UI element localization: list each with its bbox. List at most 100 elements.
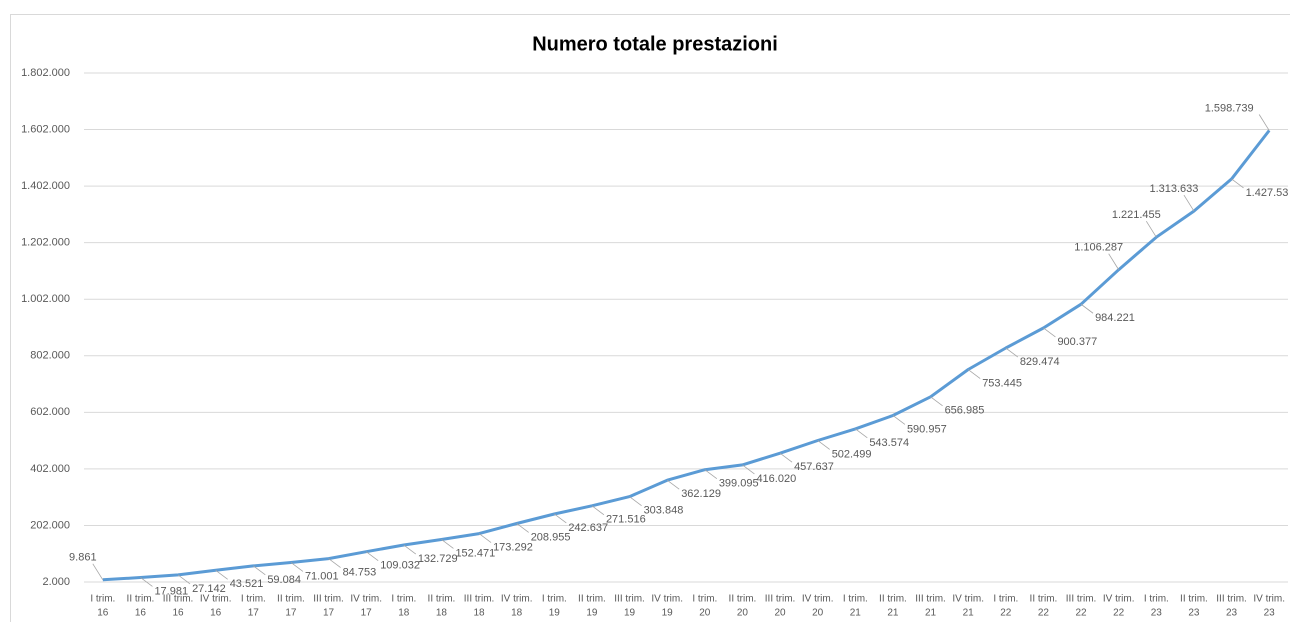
data-label: 457.637 <box>794 461 834 473</box>
leader-line <box>290 562 304 572</box>
x-tick-label: I trim. <box>542 594 567 605</box>
x-tick-label: 17 <box>285 608 297 619</box>
x-tick-label: I trim. <box>391 594 416 605</box>
leader-line <box>403 544 417 555</box>
x-tick-label: III trim. <box>464 594 495 605</box>
leader-line <box>441 539 454 549</box>
x-tick-label: II trim. <box>879 594 907 605</box>
x-tick-label: 18 <box>511 608 523 619</box>
data-label: 152.471 <box>455 547 495 559</box>
x-tick-label: 17 <box>361 608 373 619</box>
y-tick-label: 1.002.000 <box>21 293 70 305</box>
leader-line <box>1108 253 1120 270</box>
x-tick-label: 22 <box>1076 608 1088 619</box>
x-tick-label: 23 <box>1264 608 1276 619</box>
leader-line <box>365 551 379 562</box>
data-label: 84.753 <box>343 567 377 579</box>
data-label: 656.985 <box>945 405 985 417</box>
leader-line <box>666 479 680 490</box>
data-label: 109.032 <box>380 560 420 572</box>
y-tick-label: 1.202.000 <box>21 237 70 249</box>
data-label: 900.377 <box>1057 336 1097 348</box>
x-tick-label: 23 <box>1188 608 1200 619</box>
y-tick-label: 602.000 <box>30 406 70 418</box>
data-label: 303.848 <box>644 505 684 517</box>
x-tick-label: IV trim. <box>501 594 533 605</box>
data-label: 59.084 <box>267 574 301 586</box>
leader-line <box>817 440 830 450</box>
x-tick-label: II trim. <box>428 594 456 605</box>
y-tick-label: 402.000 <box>30 463 70 475</box>
x-tick-label: II trim. <box>1030 594 1058 605</box>
data-label: 1.427.53 <box>1246 187 1289 199</box>
data-label: 590.957 <box>907 423 947 435</box>
x-tick-label: 22 <box>1000 608 1012 619</box>
data-label: 17.981 <box>154 585 188 597</box>
x-tick-label: II trim. <box>578 594 606 605</box>
leader-line <box>591 505 605 516</box>
data-label: 829.474 <box>1020 356 1060 368</box>
x-tick-label: II trim. <box>1180 594 1208 605</box>
data-label: 71.001 <box>305 570 339 582</box>
y-tick-label: 1.802.000 <box>21 67 70 79</box>
data-label: 132.729 <box>418 553 458 565</box>
chart-title: Numero totale prestazioni <box>532 33 778 55</box>
leader-line <box>1043 327 1056 338</box>
x-tick-label: 21 <box>925 608 937 619</box>
leader-line <box>1183 194 1195 212</box>
x-tick-label: 19 <box>624 608 636 619</box>
x-tick-label: 20 <box>699 608 711 619</box>
data-label: 242.637 <box>568 522 608 534</box>
leader-line <box>516 523 529 533</box>
x-tick-label: IV trim. <box>200 594 232 605</box>
x-tick-label: III trim. <box>765 594 796 605</box>
x-tick-label: 16 <box>210 608 222 619</box>
data-label: 1.598.739 <box>1205 102 1254 114</box>
data-label: 1.106.287 <box>1074 242 1123 254</box>
leader-line <box>92 563 104 580</box>
x-tick-label: I trim. <box>692 594 717 605</box>
x-tick-label: I trim. <box>993 594 1018 605</box>
data-label: 208.955 <box>531 531 571 543</box>
leader-line <box>967 369 981 379</box>
leader-line <box>704 469 718 480</box>
y-tick-label: 802.000 <box>30 350 70 362</box>
x-tick-label: 23 <box>1226 608 1238 619</box>
x-tick-label: 18 <box>398 608 410 619</box>
leader-line <box>930 396 943 407</box>
leader-line <box>140 577 153 587</box>
data-label: 27.142 <box>192 583 226 595</box>
leader-line <box>855 428 868 439</box>
leader-line <box>328 558 341 568</box>
y-tick-label: 2.000 <box>42 576 70 588</box>
data-line <box>102 129 1271 582</box>
x-tick-label: 16 <box>97 608 109 619</box>
leader-line <box>215 569 228 580</box>
x-tick-label: II trim. <box>277 594 305 605</box>
x-tick-label: I trim. <box>843 594 868 605</box>
data-label: 416.020 <box>756 473 796 485</box>
leader-line <box>629 496 642 506</box>
leader-line <box>1258 114 1270 131</box>
x-tick-label: III trim. <box>1216 594 1247 605</box>
x-tick-label: IV trim. <box>651 594 683 605</box>
data-label: 362.129 <box>681 488 721 500</box>
leader-line <box>1080 303 1094 314</box>
x-tick-label: II trim. <box>127 594 155 605</box>
x-tick-label: III trim. <box>163 594 194 605</box>
x-tick-label: 20 <box>775 608 787 619</box>
data-label: 173.292 <box>493 541 533 553</box>
x-tick-label: 18 <box>436 608 448 619</box>
leader-line <box>177 574 191 585</box>
data-label: 502.499 <box>832 448 872 460</box>
x-tick-label: III trim. <box>614 594 645 605</box>
leader-line <box>892 415 906 425</box>
y-tick-label: 1.402.000 <box>21 180 70 192</box>
x-tick-label: IV trim. <box>1103 594 1135 605</box>
x-tick-label: II trim. <box>729 594 757 605</box>
leader-line <box>253 565 266 576</box>
x-tick-label: 17 <box>323 608 335 619</box>
x-tick-label: 21 <box>887 608 899 619</box>
data-label: 543.574 <box>869 437 909 449</box>
x-tick-label: 19 <box>662 608 674 619</box>
